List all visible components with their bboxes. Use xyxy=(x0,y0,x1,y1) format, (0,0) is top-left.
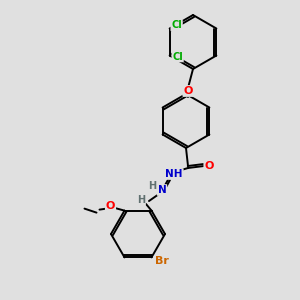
Text: H: H xyxy=(137,195,145,205)
Text: NH: NH xyxy=(165,169,183,179)
Text: O: O xyxy=(204,161,214,171)
Text: O: O xyxy=(183,86,193,96)
Text: N: N xyxy=(158,185,166,195)
Text: H: H xyxy=(148,181,156,191)
Text: Cl: Cl xyxy=(171,20,182,31)
Text: Cl: Cl xyxy=(172,52,183,61)
Text: O: O xyxy=(106,201,115,211)
Text: Br: Br xyxy=(154,256,168,266)
